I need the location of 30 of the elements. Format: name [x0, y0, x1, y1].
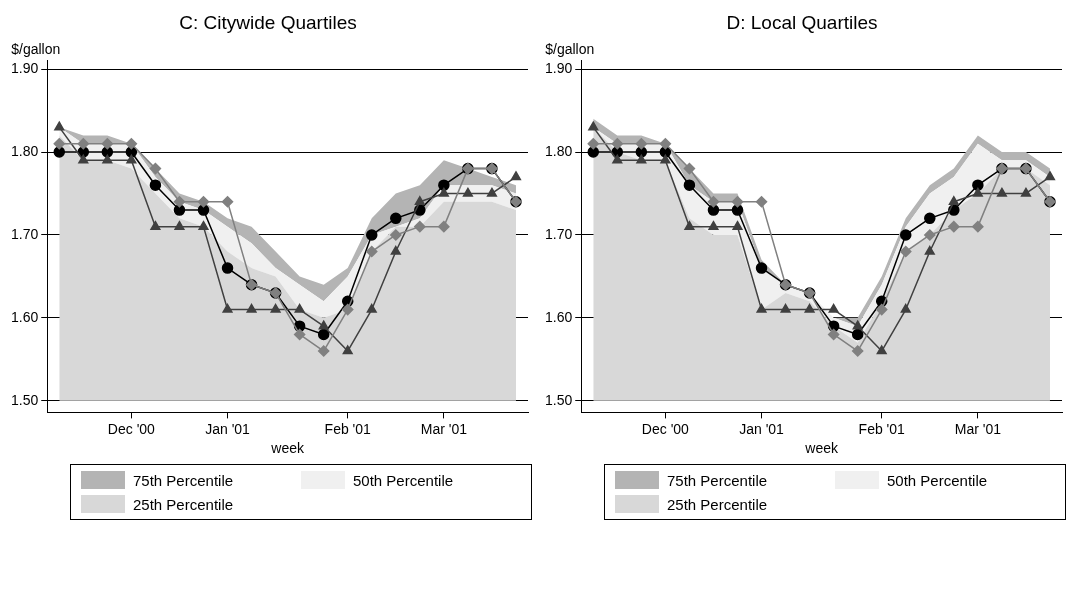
y-tick-label: 1.90	[11, 59, 39, 76]
y-tick-label: 1.50	[11, 391, 39, 408]
y-tick-label: 1.80	[545, 142, 573, 159]
chart-title: C: Citywide Quartiles	[179, 11, 357, 33]
x-tick-label: Jan '01	[739, 420, 785, 437]
legend-label: 75th Percentile	[133, 471, 234, 489]
y-tick-label: 1.90	[545, 59, 573, 76]
x-tick-label: Feb '01	[324, 420, 372, 437]
x-tick-label: Mar '01	[954, 420, 1002, 437]
x-tick-label: Mar '01	[420, 420, 468, 437]
legend-label: 75th Percentile	[667, 471, 768, 489]
y-tick-label: 1.80	[11, 142, 39, 159]
y-tick-label: 1.60	[11, 308, 39, 325]
y-tick-label: 1.70	[11, 225, 39, 242]
legend-label: 50th Percentile	[353, 471, 454, 489]
x-axis-title: week	[270, 440, 305, 457]
x-tick-label: Feb '01	[858, 420, 906, 437]
x-axis-title: week	[804, 440, 839, 457]
chart-title: D: Local Quartiles	[726, 11, 878, 33]
x-tick-label: Dec '00	[641, 420, 690, 437]
y-tick-label: 1.70	[545, 225, 573, 242]
y-axis-title: $/gallon	[11, 40, 61, 57]
y-axis-title: $/gallon	[545, 40, 595, 57]
x-tick-label: Jan '01	[205, 420, 251, 437]
legend-label: 25th Percentile	[667, 495, 768, 513]
y-tick-label: 1.60	[545, 308, 573, 325]
x-tick-label: Dec '00	[107, 420, 156, 437]
y-tick-label: 1.50	[545, 391, 573, 408]
legend-label: 25th Percentile	[133, 495, 234, 513]
legend-label: 50th Percentile	[887, 471, 988, 489]
